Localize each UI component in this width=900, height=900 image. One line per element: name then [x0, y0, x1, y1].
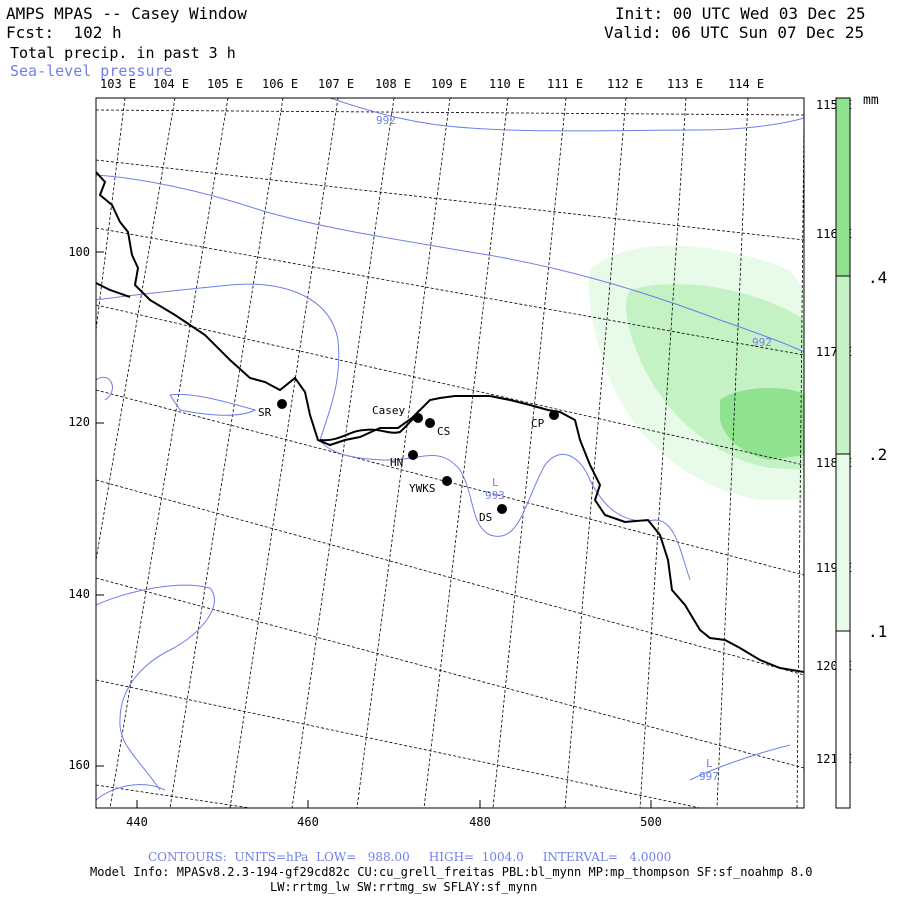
station-casey-marker[interactable] [413, 413, 423, 423]
forecast-hour: Fcst: 102 h [6, 23, 122, 42]
lon-label: 103 E [100, 77, 137, 91]
station-ywks-marker[interactable] [442, 476, 452, 486]
x-tick-label: 480 [469, 815, 491, 829]
low-center-marker: L [706, 757, 713, 770]
colorbar-label: .4 [868, 268, 888, 287]
x-tick-label: 460 [297, 815, 319, 829]
station-sr-label: SR [258, 406, 272, 419]
lon-label: 106 E [262, 77, 299, 91]
lon-label: 114 E [728, 77, 765, 91]
lon-label: 108 E [375, 77, 412, 91]
model-info: Model Info: MPASv8.2.3-194-gf29cd82c CU:… [90, 865, 813, 879]
y-tick-label: 140 [68, 587, 90, 601]
lon-label: 111 E [547, 77, 584, 91]
contour-field-name: Sea-level pressure [10, 62, 173, 80]
init-time: Init: 00 UTC Wed 03 Dec 25 [615, 4, 866, 23]
colorbar-unit: mm [863, 93, 879, 108]
station-sr-marker[interactable] [277, 399, 287, 409]
lon-label: 105 E [207, 77, 244, 91]
y-tick-label: 160 [68, 758, 90, 772]
map-title: AMPS MPAS -- Casey Window [6, 4, 247, 23]
station-ywks-label: YWKS [409, 482, 436, 495]
station-hn-marker[interactable] [408, 450, 418, 460]
model-info-2: LW:rrtmg_lw SW:rrtmg_sw SFLAY:sf_mynn [270, 880, 538, 894]
stations: SR Casey CS HN YWKS CP DS [258, 399, 559, 524]
low-center-pressure: 997 [699, 770, 719, 783]
map-frame [95, 97, 805, 809]
station-cs-marker[interactable] [425, 418, 435, 428]
station-cp-label: CP [531, 417, 545, 430]
y-tick-label: 100 [68, 245, 90, 259]
station-ds-label: DS [479, 511, 492, 524]
station-cs-label: CS [437, 425, 450, 438]
precip-shading [588, 245, 804, 500]
plot-area: 992 992 L 993 L 997 SR Casey CS HN YWKS … [96, 98, 804, 808]
colorbar [835, 97, 851, 809]
lon-label: 113 E [667, 77, 704, 91]
low-center-pressure: 993 [485, 489, 505, 502]
valid-time: Valid: 06 UTC Sun 07 Dec 25 [604, 23, 865, 42]
station-hn-label: HN [390, 456, 403, 469]
isobar-label: 992 [376, 114, 396, 127]
isobar-label: 992 [752, 336, 772, 349]
lon-label: 112 E [607, 77, 644, 91]
axis-ticks [96, 251, 652, 808]
contour-info: CONTOURS: UNITS=hPa LOW= 988.00 HIGH= 10… [148, 850, 672, 864]
station-ds-marker[interactable] [497, 504, 507, 514]
colorbar-label: .1 [868, 622, 888, 641]
lon-label: 104 E [153, 77, 190, 91]
lon-label: 107 E [318, 77, 355, 91]
coastline [96, 171, 804, 673]
x-tick-label: 440 [126, 815, 148, 829]
lon-label: 109 E [431, 77, 468, 91]
y-tick-label: 120 [68, 415, 90, 429]
station-cp-marker[interactable] [549, 410, 559, 420]
field-name: Total precip. in past 3 h [10, 44, 236, 62]
station-casey-label: Casey [372, 404, 405, 417]
x-tick-label: 500 [640, 815, 662, 829]
lon-label: 110 E [489, 77, 526, 91]
isobars [96, 98, 804, 801]
colorbar-label: .2 [868, 445, 888, 464]
low-center-marker: L [492, 476, 499, 489]
